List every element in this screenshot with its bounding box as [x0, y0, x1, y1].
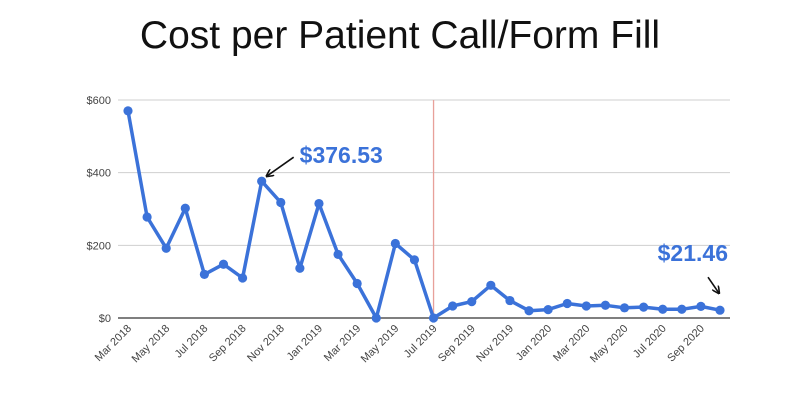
x-tick-label: May 2019 — [359, 323, 402, 366]
data-point — [142, 212, 152, 222]
x-tick-label: Jul 2019 — [402, 323, 440, 361]
data-point — [467, 297, 477, 307]
x-tick-label: Jul 2018 — [173, 323, 211, 361]
x-tick-label: May 2020 — [588, 323, 631, 366]
chart-title: Cost per Patient Call/Form Fill — [139, 14, 661, 57]
data-point — [295, 263, 305, 273]
x-tick-label: May 2018 — [130, 323, 173, 366]
data-point — [409, 255, 420, 265]
data-point — [696, 301, 706, 311]
data-point — [600, 300, 611, 310]
data-point — [257, 176, 267, 186]
x-tick-label: Nov 2018 — [245, 323, 287, 365]
x-tick-label: Mar 2020 — [551, 323, 592, 364]
data-point — [486, 280, 496, 290]
data-point — [199, 269, 209, 279]
data-point — [562, 298, 572, 309]
series-line — [126, 109, 722, 320]
data-point — [448, 301, 458, 311]
data-point — [715, 305, 725, 315]
data-point — [123, 106, 133, 116]
data-point — [543, 305, 553, 315]
data-point — [352, 278, 362, 289]
data-point — [161, 243, 171, 253]
x-tick-label: Jan 2019 — [285, 323, 325, 363]
annotation-label: $21.46 — [658, 240, 728, 266]
x-tick-label: Jan 2020 — [514, 323, 554, 363]
annotation-arrow — [267, 156, 295, 176]
y-tick-label: $200 — [87, 240, 111, 252]
data-point — [677, 304, 687, 314]
data-point — [581, 301, 591, 311]
annotation-label: $376.53 — [300, 142, 383, 168]
y-tick-label: $600 — [87, 95, 111, 107]
data-point — [639, 302, 649, 312]
data-point — [658, 304, 668, 314]
data-point — [333, 249, 343, 260]
x-tick-label: Jul 2020 — [631, 323, 669, 361]
x-tick-label: Sep 2018 — [207, 323, 249, 365]
data-point — [180, 203, 190, 213]
x-tick-label: Nov 2019 — [474, 323, 516, 365]
y-tick-label: $0 — [99, 313, 111, 325]
data-point — [619, 303, 630, 313]
x-tick-label: Mar 2019 — [322, 323, 363, 364]
data-point — [390, 238, 400, 249]
annotation-arrow — [707, 276, 719, 293]
data-point — [237, 273, 248, 283]
data-point — [505, 295, 515, 306]
data-point — [428, 313, 439, 323]
data-point — [276, 197, 286, 208]
data-point — [524, 306, 534, 316]
x-tick-label: Sep 2019 — [436, 323, 478, 365]
data-point — [371, 313, 381, 323]
data-point — [218, 259, 229, 269]
data-point — [314, 198, 324, 209]
y-tick-label: $400 — [87, 168, 111, 180]
x-tick-label: Mar 2018 — [93, 323, 134, 364]
x-tick-label: Sep 2020 — [665, 323, 707, 365]
